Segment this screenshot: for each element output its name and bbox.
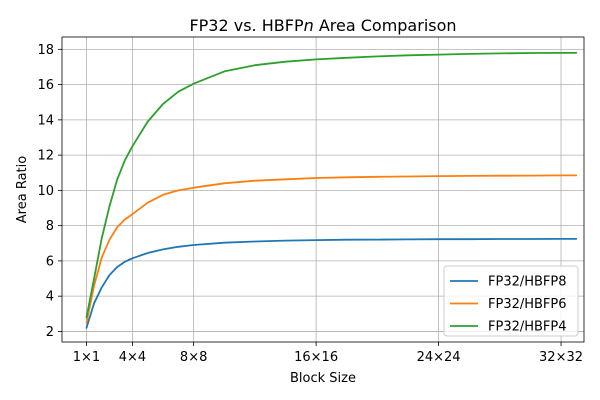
y-tick-label: 18 xyxy=(37,43,54,58)
x-tick-label: 1×1 xyxy=(73,350,100,365)
x-tick-label: 24×24 xyxy=(417,350,461,365)
series-line-3 xyxy=(85,52,578,319)
x-tick-label: 4×4 xyxy=(119,350,146,365)
legend-label: FP32/HBFP8 xyxy=(488,275,567,290)
y-axis-label: Area Ratio xyxy=(15,156,30,223)
chart-title: FP32 vs. HBFPn Area Comparison xyxy=(189,16,456,35)
y-axis-ticks: 2 4 6 8 10 12 14 16 18 xyxy=(37,43,62,340)
y-tick-label: 12 xyxy=(37,149,54,164)
x-axis-label: Block Size xyxy=(290,371,356,386)
x-tick-label: 8×8 xyxy=(180,350,207,365)
plot-frame xyxy=(61,36,585,343)
legend-box xyxy=(443,265,579,337)
y-tick-label: 4 xyxy=(46,290,54,305)
y-tick-label: 16 xyxy=(37,78,54,93)
x-axis-ticks: 1×1 4×4 8×8 16×16 24×24 32×32 xyxy=(73,342,583,365)
series-line-1 xyxy=(85,237,578,329)
x-tick-label: 32×32 xyxy=(539,350,583,365)
y-tick-label: 8 xyxy=(46,219,54,234)
legend-label: FP32/HBFP4 xyxy=(488,320,567,335)
grid-lines xyxy=(62,37,584,342)
legend-label: FP32/HBFP6 xyxy=(488,297,567,312)
y-tick-label: 14 xyxy=(37,113,54,128)
y-tick-label: 6 xyxy=(46,254,54,269)
y-tick-label: 10 xyxy=(37,184,54,199)
y-tick-label: 2 xyxy=(46,325,54,340)
series-line-2 xyxy=(85,174,578,324)
legend: FP32/HBFP8 FP32/HBFP6 FP32/HBFP4 xyxy=(443,265,579,337)
series-lines xyxy=(85,52,578,329)
x-tick-label: 16×16 xyxy=(294,350,338,365)
